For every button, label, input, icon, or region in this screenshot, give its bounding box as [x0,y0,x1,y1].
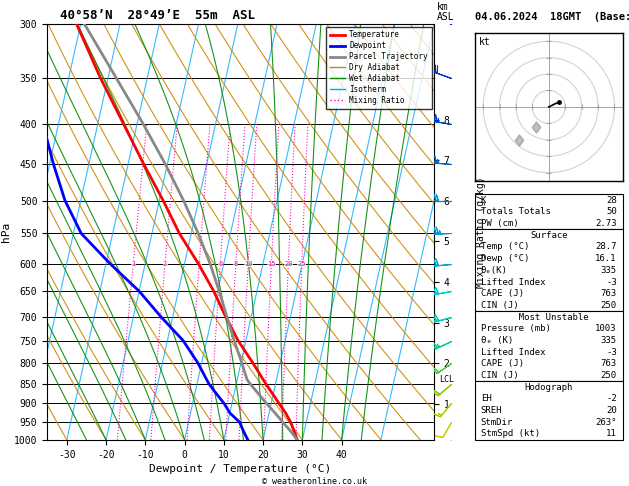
Text: Temp (°C): Temp (°C) [481,243,529,251]
Text: 335: 335 [601,336,617,345]
Text: CIN (J): CIN (J) [481,301,518,310]
Text: Surface: Surface [530,231,567,240]
Text: 50: 50 [606,208,617,216]
Text: SREH: SREH [481,406,503,415]
Text: Lifted Index: Lifted Index [481,278,545,287]
Text: PW (cm): PW (cm) [481,219,518,228]
Text: 763: 763 [601,359,617,368]
Text: 11: 11 [606,430,617,438]
Text: Most Unstable: Most Unstable [508,312,589,322]
Text: 2.73: 2.73 [595,219,617,228]
Text: Hodograph: Hodograph [525,383,573,392]
Text: -2: -2 [606,395,617,403]
Text: 40°58’N  28°49’E  55m  ASL: 40°58’N 28°49’E 55m ASL [60,9,255,22]
Text: kt: kt [479,37,491,48]
Bar [475,382,623,440]
Text: 4: 4 [197,260,201,266]
Text: Lifted Index: Lifted Index [481,347,545,357]
Text: 1003: 1003 [595,324,617,333]
Text: 250: 250 [601,371,617,380]
Text: EH: EH [481,395,491,403]
Text: km
ASL: km ASL [437,2,455,22]
Text: 15: 15 [267,260,276,266]
Text: 28: 28 [606,196,617,205]
Text: © weatheronline.co.uk: © weatheronline.co.uk [262,477,367,486]
Text: 20: 20 [284,260,292,266]
Text: Totals Totals: Totals Totals [481,208,550,216]
Bar [475,194,623,229]
Text: CAPE (J): CAPE (J) [481,289,524,298]
Text: CAPE (J): CAPE (J) [481,359,524,368]
Text: -3: -3 [606,347,617,357]
Text: 20: 20 [606,406,617,415]
Bar [475,229,623,311]
Text: 25: 25 [298,260,306,266]
Legend: Temperature, Dewpoint, Parcel Trajectory, Dry Adiabat, Wet Adiabat, Isotherm, Mi: Temperature, Dewpoint, Parcel Trajectory… [326,27,431,109]
Text: K: K [481,196,486,205]
Text: 2: 2 [163,260,167,266]
Text: Mixing Ratio (g/kg): Mixing Ratio (g/kg) [476,176,486,288]
Y-axis label: hPa: hPa [1,222,11,242]
Text: 04.06.2024  18GMT  (Base: 12): 04.06.2024 18GMT (Base: 12) [475,12,629,22]
Text: 6: 6 [218,260,223,266]
Text: CIN (J): CIN (J) [481,371,518,380]
Text: θₑ (K): θₑ (K) [481,336,513,345]
Text: StmSpd (kt): StmSpd (kt) [481,430,540,438]
Text: 335: 335 [601,266,617,275]
X-axis label: Dewpoint / Temperature (°C): Dewpoint / Temperature (°C) [150,464,331,474]
Text: LCL: LCL [440,375,455,384]
Text: StmDir: StmDir [481,418,513,427]
Text: θₑ(K): θₑ(K) [481,266,508,275]
Text: 763: 763 [601,289,617,298]
Text: 16.1: 16.1 [595,254,617,263]
Text: 250: 250 [601,301,617,310]
Text: 1: 1 [131,260,135,266]
Text: 263°: 263° [595,418,617,427]
Text: Dewp (°C): Dewp (°C) [481,254,529,263]
Text: Pressure (mb): Pressure (mb) [481,324,550,333]
Text: 8: 8 [234,260,238,266]
Bar [475,311,623,382]
Text: 28.7: 28.7 [595,243,617,251]
Text: -3: -3 [606,278,617,287]
Text: 10: 10 [244,260,252,266]
